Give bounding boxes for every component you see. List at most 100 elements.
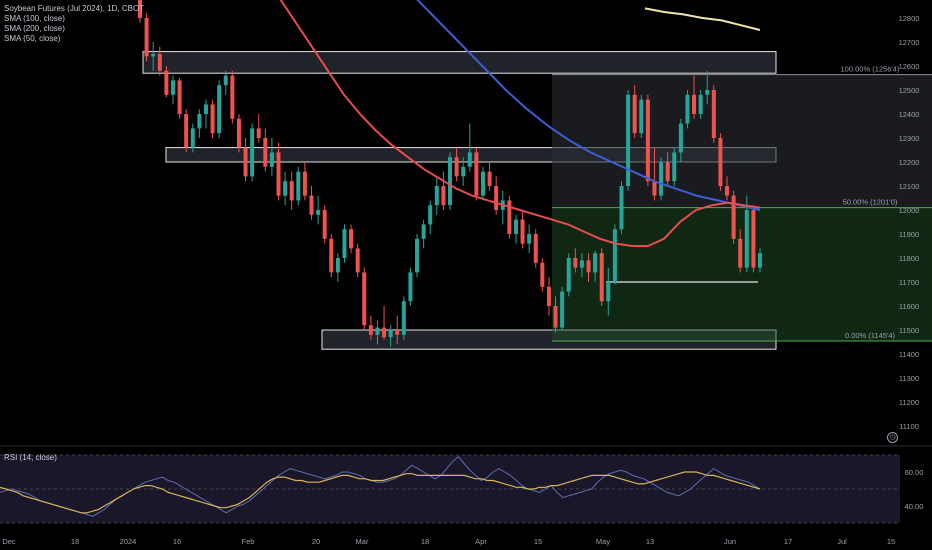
- candle-body[interactable]: [461, 166, 466, 177]
- candle-body[interactable]: [329, 238, 334, 273]
- candle-body[interactable]: [639, 99, 644, 134]
- candle-body[interactable]: [619, 186, 624, 230]
- candle-body[interactable]: [144, 18, 149, 57]
- candle-body[interactable]: [645, 99, 650, 182]
- candle-body[interactable]: [289, 181, 294, 201]
- candle-body[interactable]: [203, 104, 208, 114]
- candle-body[interactable]: [243, 147, 248, 177]
- candle-body[interactable]: [573, 258, 578, 268]
- candle-body[interactable]: [520, 219, 525, 244]
- candle-body[interactable]: [269, 152, 274, 167]
- candle-body[interactable]: [296, 171, 301, 201]
- candle-body[interactable]: [494, 186, 499, 210]
- candle-body[interactable]: [593, 253, 598, 273]
- candle-body[interactable]: [223, 75, 228, 86]
- candle-body[interactable]: [454, 157, 459, 177]
- candle-body[interactable]: [408, 272, 413, 302]
- candle-body[interactable]: [263, 138, 268, 167]
- candle-body[interactable]: [362, 272, 367, 326]
- candle-body[interactable]: [428, 205, 433, 225]
- candle-body[interactable]: [421, 224, 426, 239]
- candle-body[interactable]: [632, 94, 637, 134]
- candle-body[interactable]: [751, 210, 756, 268]
- candle-body[interactable]: [692, 94, 697, 114]
- candle-body[interactable]: [184, 114, 189, 148]
- support-resistance-zone[interactable]: [142, 51, 777, 74]
- candle-body[interactable]: [448, 157, 452, 206]
- candle-body[interactable]: [236, 118, 241, 148]
- candle-body[interactable]: [579, 260, 584, 268]
- candle-body[interactable]: [434, 186, 439, 206]
- y-tick-label: 11200: [899, 398, 919, 407]
- candle-body[interactable]: [342, 229, 347, 258]
- candle-body[interactable]: [652, 181, 657, 196]
- candle-body[interactable]: [758, 253, 762, 268]
- candle-body[interactable]: [698, 94, 703, 114]
- x-tick-label: Jun: [724, 537, 736, 546]
- candle-body[interactable]: [678, 123, 683, 153]
- candle-body[interactable]: [157, 54, 162, 71]
- candle-body[interactable]: [415, 238, 420, 273]
- candle-body[interactable]: [382, 327, 387, 338]
- candle-body[interactable]: [395, 330, 400, 335]
- candle-body[interactable]: [474, 152, 479, 196]
- candle-body[interactable]: [738, 238, 743, 268]
- candle-body[interactable]: [553, 306, 558, 328]
- candle-body[interactable]: [665, 162, 670, 182]
- candle-body[interactable]: [507, 200, 512, 234]
- candle-body[interactable]: [190, 128, 195, 148]
- candle-body[interactable]: [316, 210, 321, 215]
- candle-body[interactable]: [250, 128, 255, 177]
- clock-icon[interactable]: ◷: [887, 432, 898, 443]
- candle-body[interactable]: [586, 260, 591, 273]
- candle-body[interactable]: [513, 219, 518, 234]
- candle-body[interactable]: [725, 186, 730, 196]
- candle-body[interactable]: [217, 85, 222, 134]
- candle-body[interactable]: [441, 186, 446, 206]
- candle-body[interactable]: [546, 286, 551, 306]
- candle-body[interactable]: [540, 262, 545, 287]
- candle-body[interactable]: [560, 291, 565, 328]
- candle-body[interactable]: [138, 0, 142, 18]
- candle-body[interactable]: [151, 54, 156, 57]
- candle-body[interactable]: [718, 138, 723, 186]
- candle-body[interactable]: [388, 330, 393, 338]
- candle-body[interactable]: [731, 195, 736, 239]
- candle-body[interactable]: [170, 80, 175, 95]
- candle-body[interactable]: [368, 325, 373, 335]
- candle-body[interactable]: [322, 210, 327, 239]
- candle-body[interactable]: [177, 80, 182, 114]
- candle-body[interactable]: [480, 171, 485, 196]
- candle-body[interactable]: [349, 229, 354, 249]
- candle-body[interactable]: [705, 90, 710, 95]
- candle-body[interactable]: [335, 258, 340, 273]
- candle-body[interactable]: [487, 171, 492, 186]
- candle-body[interactable]: [685, 94, 690, 124]
- candle-body[interactable]: [401, 301, 406, 335]
- candle-body[interactable]: [302, 171, 307, 196]
- candle-body[interactable]: [375, 327, 380, 335]
- candle-body[interactable]: [744, 210, 749, 268]
- candle-body[interactable]: [210, 104, 215, 134]
- candle-body[interactable]: [659, 162, 664, 196]
- candle-body[interactable]: [355, 248, 360, 273]
- candle-body[interactable]: [626, 94, 631, 186]
- candle-body[interactable]: [612, 229, 617, 282]
- candle-body[interactable]: [230, 75, 235, 119]
- candle-body[interactable]: [527, 234, 532, 244]
- candle-body[interactable]: [256, 128, 261, 138]
- candle-body[interactable]: [309, 195, 314, 215]
- candle-body[interactable]: [599, 253, 604, 302]
- candlesticks[interactable]: [138, 0, 762, 347]
- candle-body[interactable]: [164, 70, 169, 95]
- candle-body[interactable]: [533, 234, 538, 263]
- candle-body[interactable]: [606, 282, 611, 302]
- candle-body[interactable]: [711, 90, 716, 138]
- candle-body[interactable]: [197, 114, 202, 129]
- candle-body[interactable]: [467, 152, 472, 167]
- candle-body[interactable]: [672, 152, 677, 182]
- candle-body[interactable]: [283, 181, 288, 196]
- candle-body[interactable]: [276, 152, 281, 196]
- candle-body[interactable]: [566, 258, 571, 292]
